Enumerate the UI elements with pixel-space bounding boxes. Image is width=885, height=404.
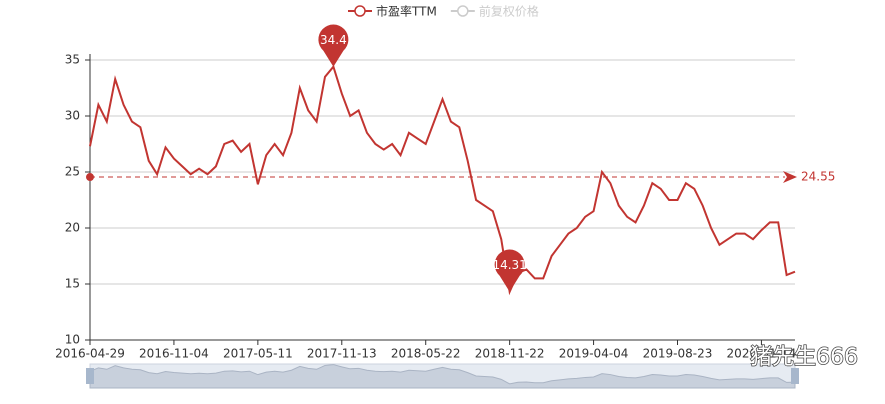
x-tick-label: 2016-11-04 (139, 347, 209, 361)
x-tick-label: 2019-04-04 (559, 347, 629, 361)
legend-icon (457, 5, 469, 17)
min-pin (494, 249, 525, 292)
x-tick-label: 2016-04-29 (55, 347, 125, 361)
x-tick-label: 2017-11-13 (307, 347, 377, 361)
x-tick-label: 2018-11-22 (475, 347, 545, 361)
max-pin-label: 34.4 (320, 33, 347, 47)
series-line (89, 64, 796, 296)
y-tick-label: 30 (65, 109, 80, 123)
y-tick-label: 35 (65, 53, 80, 67)
x-tick-label: 2017-05-11 (223, 347, 293, 361)
zoom-handle[interactable] (791, 368, 799, 384)
x-tick-label: 2019-08-23 (643, 347, 713, 361)
x-tick-label: 2020-01-14 (727, 347, 797, 361)
y-tick-label: 10 (65, 333, 80, 347)
watermark: 猪先生666 (750, 345, 858, 370)
legend-icon (354, 5, 366, 17)
legend-label: 前复权价格 (479, 4, 539, 19)
average-label: 24.55 (801, 170, 835, 184)
min-pin-label: 14.31 (492, 258, 526, 272)
x-tick-label: 2018-05-22 (391, 347, 461, 361)
average-start (86, 173, 94, 182)
y-tick-label: 15 (65, 277, 80, 291)
y-tick-label: 20 (65, 221, 80, 235)
zoom-shadow (89, 364, 796, 389)
zoom-handle[interactable] (86, 368, 94, 384)
max-pin (318, 24, 349, 67)
average-arrow (783, 171, 797, 184)
y-tick-label: 25 (65, 165, 80, 179)
legend-label: 市盈率TTM (376, 4, 437, 19)
